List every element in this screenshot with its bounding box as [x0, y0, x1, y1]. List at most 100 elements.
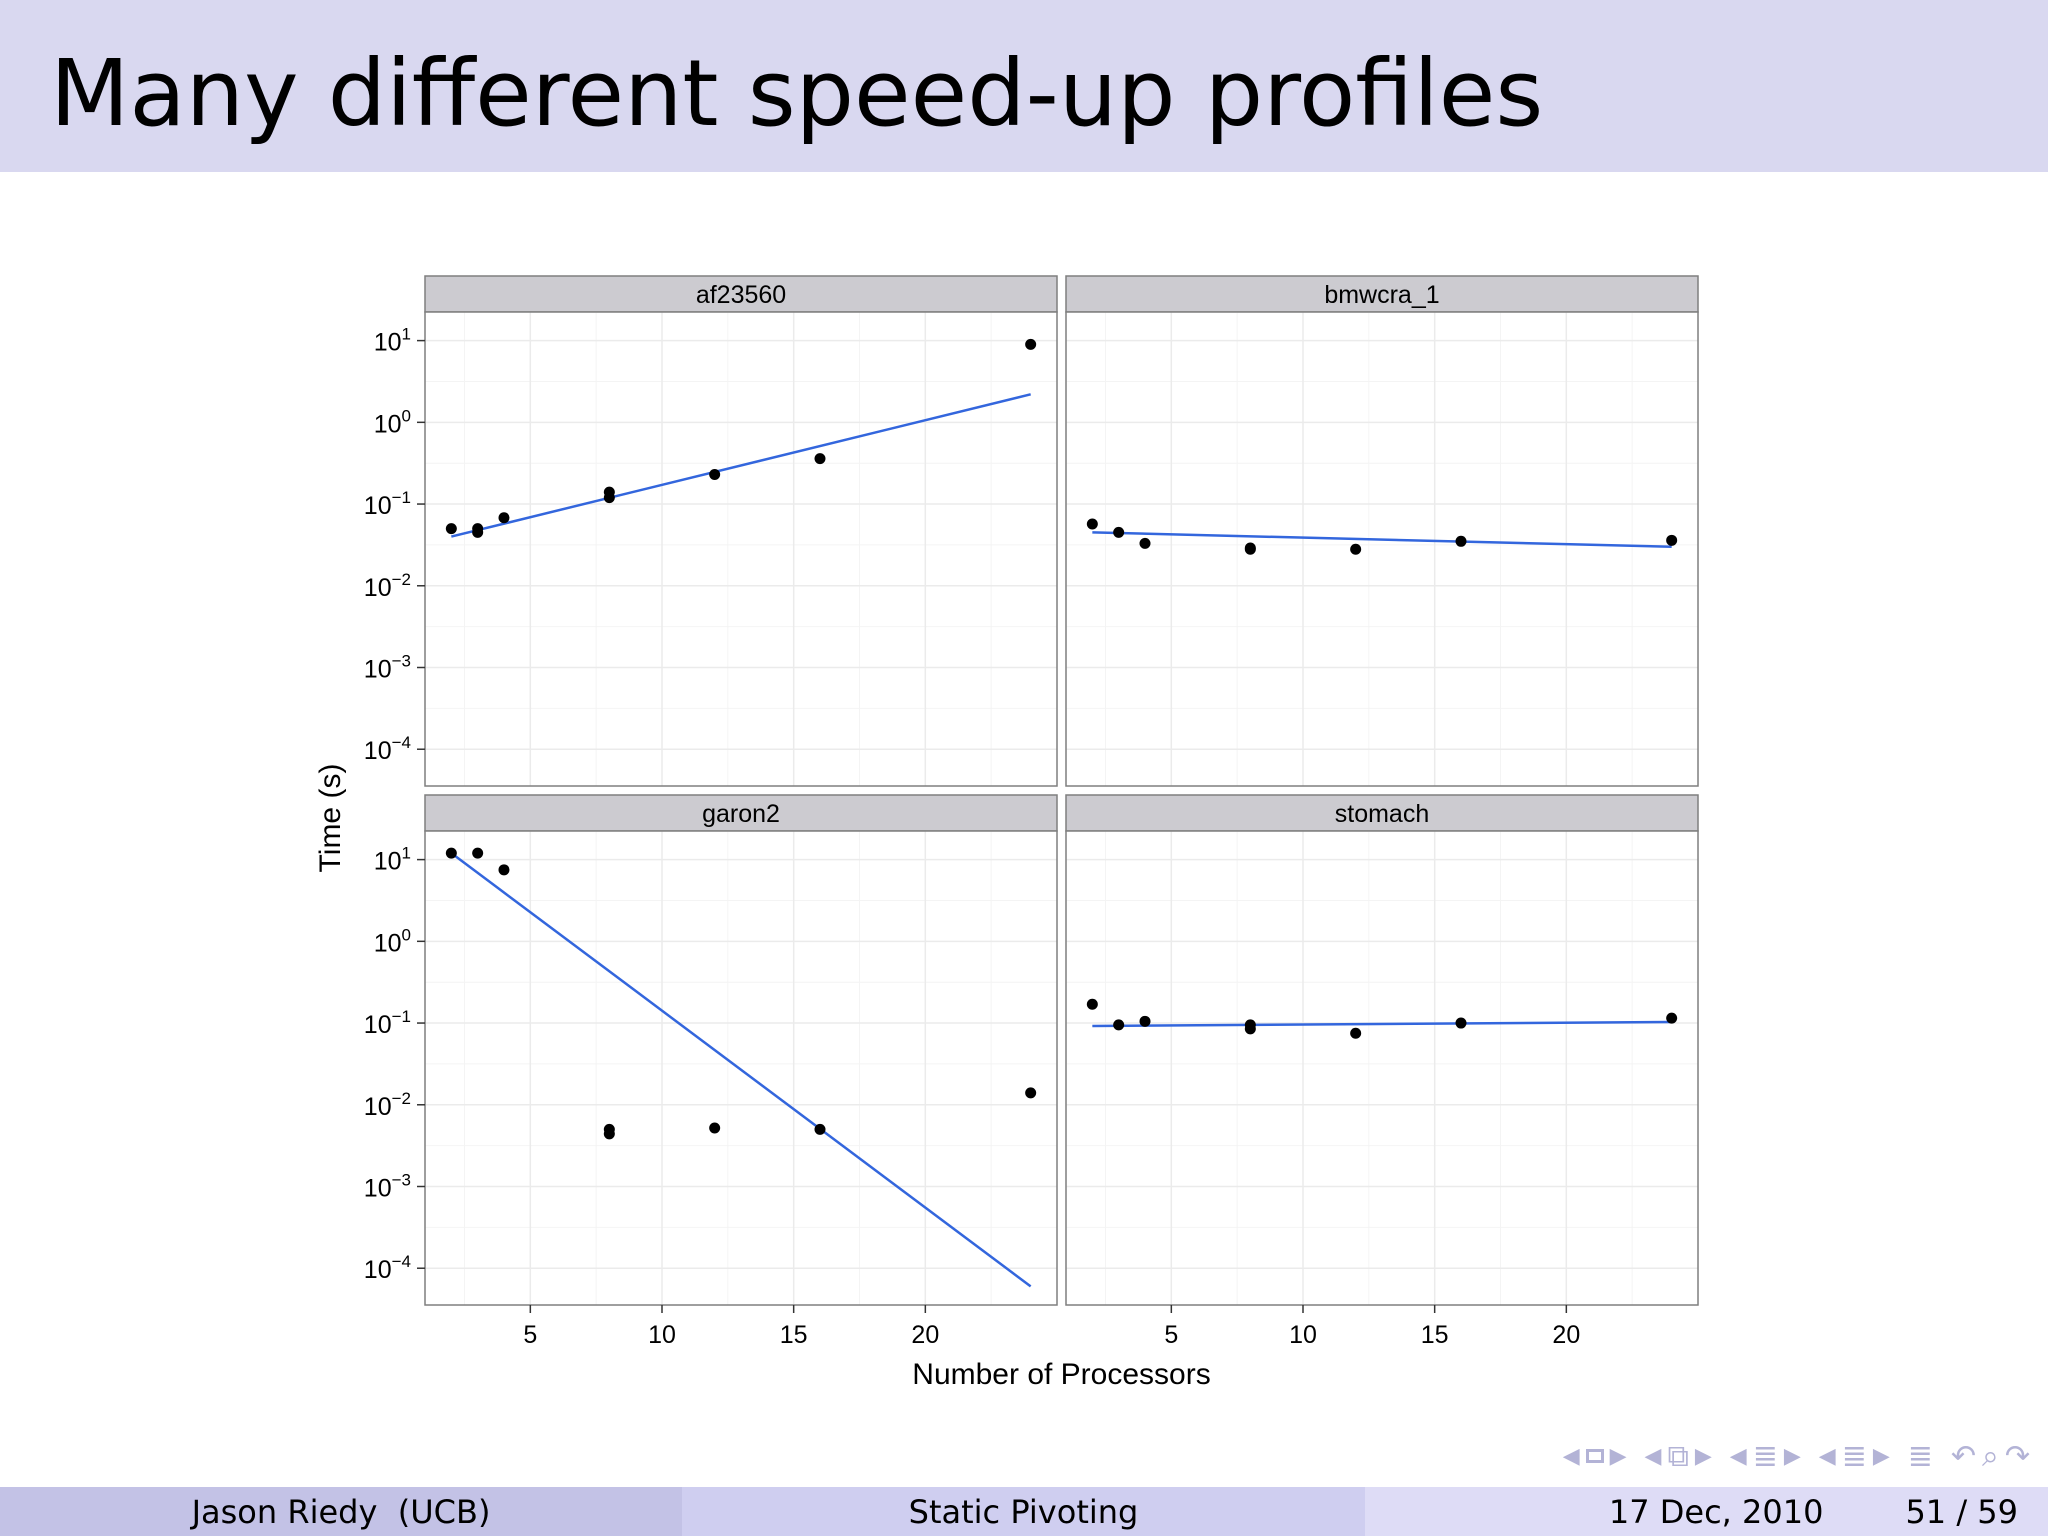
data-point [498, 512, 510, 524]
nav-section-group[interactable]: ◀ ≣ ▶ [1730, 1439, 1801, 1474]
panel-border [1065, 311, 1699, 787]
data-point [709, 1122, 721, 1134]
y-tick-label: 10−3 [364, 1171, 411, 1203]
arrow-right-icon[interactable]: ▶ [1783, 1443, 1801, 1469]
panel-background [1066, 831, 1698, 1305]
data-point [472, 523, 484, 535]
x-tick-label: 20 [1552, 1321, 1580, 1349]
footer-bar: Jason Riedy (UCB) Static Pivoting 17 Dec… [0, 1487, 2048, 1536]
data-point [1139, 537, 1151, 549]
data-point [1666, 1012, 1678, 1024]
footer-talk-title: Static Pivoting [908, 1492, 1139, 1531]
panel-border [424, 311, 1058, 787]
data-point [1350, 1027, 1362, 1039]
y-tick-label: 10−1 [364, 488, 411, 520]
data-point [1113, 1019, 1125, 1031]
data-point [498, 864, 510, 876]
beamer-nav-controls: ◀ ▶ ◀ ⧉ ▶ ◀ ≣ ▶ ◀ ≣ ▶ ≣ ↶ ⌕ ↷ [1563, 1436, 2030, 1476]
nav-subsection-group[interactable]: ◀ ⧉ ▶ [1645, 1439, 1712, 1474]
search-back-icon[interactable]: ↶ [1950, 1438, 1977, 1474]
x-axis-label: Number of Processors [912, 1358, 1210, 1391]
panel-af23560: af23560 101 100 10−1 10−2 10−3 10−4 [364, 275, 1058, 787]
data-point [1666, 534, 1678, 546]
data-point [1139, 1015, 1151, 1027]
panel-border [1065, 830, 1699, 1306]
y-tick-label: 10−2 [364, 1089, 411, 1121]
data-point [1350, 543, 1362, 555]
y-tick-label: 10−1 [364, 1007, 411, 1039]
y-tick-label: 100 [374, 406, 411, 438]
fit-line [1092, 531, 1672, 549]
arrow-left-icon[interactable]: ◀ [1562, 1443, 1580, 1469]
x-tick-label: 15 [780, 1321, 808, 1349]
footer-author-cell: Jason Riedy (UCB) [0, 1487, 682, 1536]
footer-author: Jason Riedy (UCB) [191, 1492, 491, 1531]
data-point [1086, 998, 1098, 1010]
x-tick-label: 10 [648, 1321, 676, 1349]
panel-bmwcra_1: bmwcra_1 [1065, 275, 1699, 787]
panel-strip-label: garon2 [702, 800, 780, 828]
search-icon[interactable]: ⌕ [1982, 1438, 1999, 1474]
nav-part-group[interactable]: ◀ ≣ ▶ [1819, 1439, 1890, 1474]
x-tick-label: 5 [1164, 1321, 1178, 1349]
x-tick-label: 10 [1289, 1321, 1317, 1349]
data-point [1113, 526, 1125, 538]
y-tick-label: 10−4 [364, 1252, 411, 1284]
y-tick-label: 101 [374, 325, 411, 357]
data-point [1025, 338, 1037, 350]
slide-title: Many different speed-up profiles [50, 40, 1544, 147]
footer-date-cell: 17 Dec, 2010 51 / 59 [1365, 1487, 2048, 1536]
search-forward-icon[interactable]: ↷ [2004, 1438, 2030, 1474]
arrow-right-icon[interactable]: ▶ [1872, 1443, 1890, 1469]
data-point [472, 847, 484, 859]
chart-root: af23560 101 100 10−1 10−2 10−3 10−4 bmwcra_1gar… [314, 275, 1699, 1391]
section-icon[interactable]: ≣ [1841, 1438, 1867, 1474]
y-tick-label: 101 [374, 844, 411, 876]
panel-stomach: stomach 5 10 15 20 [1065, 794, 1699, 1349]
data-point [1244, 1019, 1256, 1031]
panel-strip [1065, 275, 1699, 313]
nav-search-group[interactable]: ↶ ⌕ ↷ [1951, 1439, 2030, 1474]
data-point [1244, 542, 1256, 554]
arrow-right-icon[interactable]: ▶ [1609, 1443, 1627, 1469]
arrow-left-icon[interactable]: ◀ [1818, 1443, 1836, 1469]
fit-line [1092, 1020, 1672, 1028]
data-point [814, 453, 826, 465]
panel-strip-label: stomach [1335, 800, 1429, 828]
data-point [603, 486, 615, 498]
arrow-left-icon[interactable]: ◀ [1729, 1443, 1747, 1469]
footer-title-cell: Static Pivoting [682, 1487, 1365, 1536]
panel-strip-label: af23560 [696, 281, 786, 309]
arrow-left-icon[interactable]: ◀ [1644, 1443, 1662, 1469]
x-tick-label: 5 [523, 1321, 537, 1349]
panel-background [425, 312, 1057, 786]
panel-border [424, 830, 1058, 1306]
x-tick-label: 20 [911, 1321, 939, 1349]
y-axis-label: Time (s) [314, 764, 347, 873]
section-icon[interactable]: ≣ [1752, 1438, 1778, 1474]
frame-icon[interactable] [1585, 1449, 1604, 1463]
data-point [1086, 518, 1098, 530]
data-point [445, 523, 457, 535]
footer-page-number: 51 / 59 [1905, 1492, 2018, 1531]
panel-garon2: garon2 101 100 10−1 10−2 10−3 10−4 5 10 15 20 [364, 794, 1058, 1349]
y-tick-label: 10−3 [364, 652, 411, 684]
title-bar: Many different speed-up profiles [0, 0, 2048, 172]
faceted-chart: af23560 101 100 10−1 10−2 10−3 10−4 bmwcra_1gar… [314, 275, 1699, 1391]
data-point [709, 468, 721, 480]
data-point [814, 1123, 826, 1135]
nav-frame-group[interactable]: ◀ ▶ [1563, 1444, 1627, 1469]
align-icon[interactable]: ≣ [1907, 1438, 1933, 1474]
subsection-icon[interactable]: ⧉ [1667, 1438, 1689, 1474]
panel-strip-label: bmwcra_1 [1324, 281, 1439, 309]
panel-background [1066, 312, 1698, 786]
data-point [1455, 535, 1467, 547]
data-point [1025, 1087, 1037, 1099]
arrow-right-icon[interactable]: ▶ [1694, 1443, 1712, 1469]
data-point [445, 847, 457, 859]
y-tick-label: 10−2 [364, 570, 411, 602]
fit-line [450, 852, 1032, 1288]
data-point [603, 1123, 615, 1135]
panel-strip [1065, 794, 1699, 832]
footer-date: 17 Dec, 2010 [1608, 1492, 1824, 1531]
